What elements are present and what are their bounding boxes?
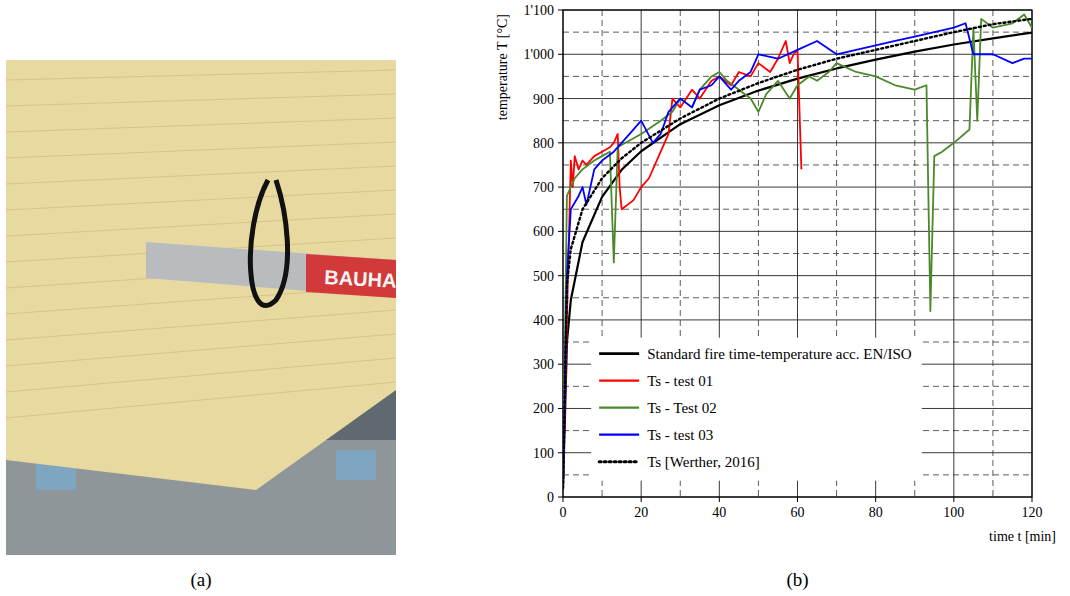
tick-mark [953,497,954,502]
plot-frame [563,10,1032,497]
tick-label: 1'100 [523,3,554,18]
axis-title: time t [min] [989,529,1056,544]
series-line [563,33,1032,489]
tick-mark [558,54,563,55]
photo-wood-grain [6,214,396,236]
photo-wire [250,180,287,306]
tick-label: 80 [869,505,883,520]
tick-mark [558,319,563,320]
grid-line [563,187,1032,188]
legend-swatch [599,379,639,381]
tick-label: 0 [547,490,554,505]
photo-wood-grain [6,334,396,366]
photo: BAUHA [6,60,397,555]
grid-line [563,142,1032,143]
legend-label: Ts - test 03 [647,427,713,443]
series-line [563,23,1032,488]
photo-background [6,60,396,555]
tick-label: 60 [791,505,805,520]
photo-heater [336,450,376,480]
legend-label: Ts - test 01 [647,373,713,389]
figure: BAUHA (a) 0 20 40 60 80 100 120 0 100 200 300 400 500 6… [0,0,1070,596]
tick-mark [558,408,563,409]
tick-label: 100 [533,446,554,461]
axis-title: temperature T [°C] [495,14,510,120]
legend-swatch [599,460,639,463]
tick-label: 120 [1022,505,1043,520]
tick-label: 100 [943,505,964,520]
tick-mark [1032,497,1033,502]
grid-line [563,231,1032,232]
tick-label: 300 [533,357,554,372]
tick-label: 1'000 [523,47,554,62]
tick-mark [719,497,720,502]
photo-wood-grain [6,166,396,184]
panel-label: (b) [786,569,808,591]
tick-mark [875,497,876,502]
photo-wood-grain [6,70,396,80]
panel-label: (a) [190,569,211,591]
tick-label: 800 [533,136,554,151]
tick-mark [558,98,563,99]
tick-mark [558,187,563,188]
legend: Standard fire time-temperature acc. EN/I… [591,338,922,481]
tick-mark [558,364,563,365]
photo-text: BAUHA [324,266,397,292]
grid-line [563,98,1032,99]
legend-swatch [599,433,639,435]
tick-label: 900 [533,92,554,107]
photo-wood-grain [6,382,396,418]
tick-label: 500 [533,269,554,284]
tick-mark [797,497,798,502]
tick-label: 200 [533,401,554,416]
tick-mark [558,497,563,498]
tick-mark [558,231,563,232]
photo-wood-grain [6,142,396,158]
tick-mark [558,275,563,276]
photo-wood-grain [6,94,396,106]
series-lines [563,14,1032,488]
photo-wood-grain [6,310,396,340]
photo-wood-grain [6,190,396,210]
photo-wood-grain [6,118,396,132]
tick-label: 40 [712,505,726,520]
tick-mark [558,142,563,143]
tick-mark [563,497,564,502]
grid-line [953,10,954,497]
legend-swatch [599,352,639,355]
tick-label: 400 [533,313,554,328]
series-line [563,14,1032,488]
grid-line [563,319,1032,320]
tick-mark [641,497,642,502]
legend-label: Standard fire time-temperature acc. EN/I… [647,346,912,362]
axes: 0 20 40 60 80 100 120 0 100 200 300 400 500 600 700 800… [523,3,1042,520]
series-line [563,19,1032,488]
legend-label: Ts [Werther, 2016] [647,454,760,470]
tick-mark [558,10,563,11]
tick-label: 700 [533,180,554,195]
tick-label: 600 [533,224,554,239]
tick-mark [558,452,563,453]
grid-line [563,275,1032,276]
legend-label: Ts - Test 02 [647,400,717,416]
tick-label: 20 [634,505,648,520]
legend-swatch [599,406,639,408]
grid [563,10,1032,497]
legend-background [591,338,922,481]
tick-label: 0 [560,505,567,520]
